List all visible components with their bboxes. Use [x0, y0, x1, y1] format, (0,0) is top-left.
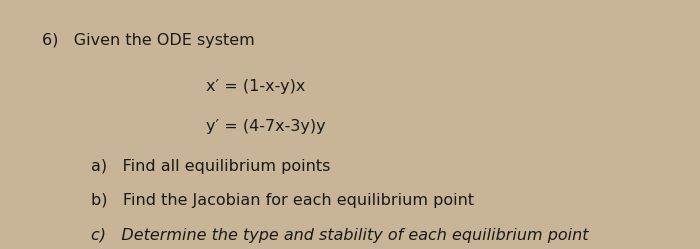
Text: c)   Determine the type and stability of each equilibrium point: c) Determine the type and stability of e… [91, 228, 589, 243]
Text: y′ = (4-7x-3y)y: y′ = (4-7x-3y)y [206, 119, 326, 134]
Text: b)   Find the Jacobian for each equilibrium point: b) Find the Jacobian for each equilibriu… [91, 193, 474, 208]
Text: 6)   Given the ODE system: 6) Given the ODE system [42, 33, 255, 48]
Text: a)   Find all equilibrium points: a) Find all equilibrium points [91, 159, 330, 174]
Text: x′ = (1-x-y)x: x′ = (1-x-y)x [206, 79, 306, 94]
